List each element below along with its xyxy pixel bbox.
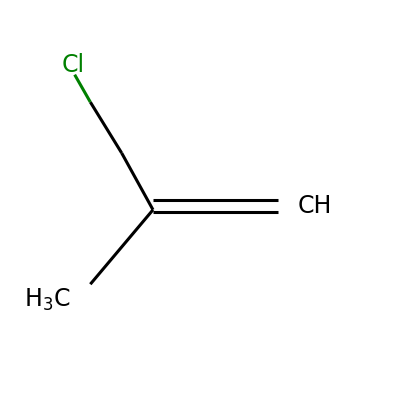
- Text: H$_3$C: H$_3$C: [24, 287, 71, 313]
- Text: Cl: Cl: [61, 53, 84, 77]
- Text: CH: CH: [298, 194, 332, 218]
